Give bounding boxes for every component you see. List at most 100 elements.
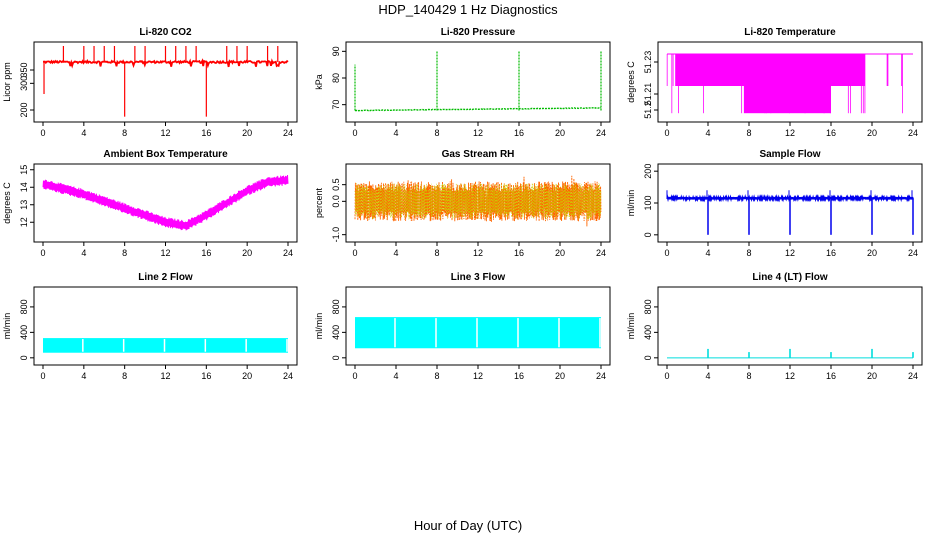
x-tick-label: 24 bbox=[283, 128, 293, 138]
y-tick-label: 0 bbox=[331, 355, 341, 360]
y-tick-label: 13 bbox=[19, 200, 29, 210]
x-tick-label: 4 bbox=[81, 248, 86, 258]
y-tick-label: 400 bbox=[331, 325, 341, 340]
x-tick-label: 0 bbox=[664, 371, 669, 381]
panel-5: Sample Flow ml/min 0 4 8 12 16 20 24 0 100 200 bbox=[626, 149, 923, 258]
y-tick-label: 0 bbox=[643, 355, 653, 360]
plot-frame bbox=[33, 163, 298, 243]
x-tick-label: 12 bbox=[785, 371, 795, 381]
y-tick-label: 0.0 bbox=[331, 195, 341, 208]
series-band bbox=[743, 86, 831, 114]
plot-frame bbox=[33, 286, 298, 366]
figure-title: HDP_140429 1 Hz Diagnostics bbox=[378, 2, 558, 17]
series-band bbox=[675, 54, 865, 86]
x-tick-label: 16 bbox=[826, 128, 836, 138]
x-tick-label: 20 bbox=[242, 248, 252, 258]
x-tick-label: 0 bbox=[352, 248, 357, 258]
x-tick-label: 12 bbox=[473, 248, 483, 258]
x-tick-label: 12 bbox=[473, 128, 483, 138]
x-tick-label: 0 bbox=[40, 371, 45, 381]
x-tick-label: 8 bbox=[746, 128, 751, 138]
panel-title: Ambient Box Temperature bbox=[103, 149, 228, 160]
series-line bbox=[354, 175, 602, 227]
series-band bbox=[43, 338, 288, 353]
x-tick-label: 20 bbox=[555, 128, 565, 138]
x-tick-label: 20 bbox=[242, 371, 252, 381]
x-tick-label: 0 bbox=[352, 371, 357, 381]
y-tick-label: 400 bbox=[19, 325, 29, 340]
x-tick-label: 12 bbox=[160, 128, 170, 138]
y-axis-label: ml/min bbox=[626, 190, 636, 217]
y-tick-label: 90 bbox=[331, 46, 341, 56]
panel-6: Line 2 Flow ml/min 0 4 8 12 16 20 24 0 400 800 bbox=[2, 272, 298, 381]
x-tick-label: 20 bbox=[867, 371, 877, 381]
x-tick-label: 16 bbox=[201, 248, 211, 258]
panel-1: Li-820 Pressure kPa 0 4 8 12 16 20 24 70 80 90 bbox=[314, 27, 611, 138]
panel-title: Line 4 (LT) Flow bbox=[752, 272, 828, 283]
x-tick-label: 8 bbox=[746, 371, 751, 381]
y-tick-label: 300 bbox=[19, 76, 29, 91]
x-tick-label: 4 bbox=[705, 128, 710, 138]
y-axis-label: kPa bbox=[314, 74, 324, 90]
y-tick-label: 100 bbox=[643, 195, 653, 210]
y-tick-label: 70 bbox=[331, 100, 341, 110]
panel-2: Li-820 Temperature degrees C 0 4 8 12 16 20 24 51… bbox=[626, 27, 923, 138]
x-tick-label: 4 bbox=[81, 371, 86, 381]
x-tick-label: 16 bbox=[826, 371, 836, 381]
series-line bbox=[355, 107, 602, 112]
y-tick-label: 800 bbox=[331, 299, 341, 314]
x-tick-label: 16 bbox=[201, 128, 211, 138]
y-axis-label: Licor ppm bbox=[2, 62, 12, 102]
x-tick-label: 20 bbox=[555, 371, 565, 381]
x-tick-label: 12 bbox=[473, 371, 483, 381]
panel-title: Line 2 Flow bbox=[138, 272, 193, 283]
x-tick-label: 24 bbox=[908, 248, 918, 258]
x-tick-label: 24 bbox=[908, 371, 918, 381]
x-tick-label: 8 bbox=[434, 371, 439, 381]
series-line bbox=[42, 174, 289, 231]
panel-title: Gas Stream RH bbox=[442, 149, 515, 160]
x-tick-label: 12 bbox=[785, 128, 795, 138]
x-tick-label: 24 bbox=[283, 371, 293, 381]
x-tick-label: 8 bbox=[434, 128, 439, 138]
x-tick-label: 8 bbox=[122, 248, 127, 258]
x-tick-label: 16 bbox=[514, 371, 524, 381]
y-tick-label: 51.21 bbox=[643, 83, 653, 106]
y-axis-label: ml/min bbox=[2, 313, 12, 340]
x-tick-label: 0 bbox=[352, 128, 357, 138]
x-tick-label: 20 bbox=[242, 128, 252, 138]
x-tick-label: 24 bbox=[283, 248, 293, 258]
x-tick-label: 24 bbox=[596, 371, 606, 381]
x-tick-label: 4 bbox=[393, 371, 398, 381]
y-tick-label: 12 bbox=[19, 217, 29, 227]
y-tick-label: 14 bbox=[19, 182, 29, 192]
y-axis-label: ml/min bbox=[626, 313, 636, 340]
x-tick-label: 4 bbox=[393, 248, 398, 258]
y-tick-label: 400 bbox=[643, 325, 653, 340]
panel-4: Gas Stream RH percent 0 4 8 12 16 20 24 -1.0 0.0 0.… bbox=[314, 149, 611, 258]
x-tick-label: 24 bbox=[908, 128, 918, 138]
y-axis-label: degrees C bbox=[2, 182, 12, 224]
panel-title: Li-820 Pressure bbox=[441, 27, 516, 38]
y-tick-label: 800 bbox=[643, 299, 653, 314]
y-tick-label: 80 bbox=[331, 73, 341, 83]
x-tick-label: 24 bbox=[596, 248, 606, 258]
y-tick-label: 350 bbox=[19, 62, 29, 77]
y-axis-label: percent bbox=[314, 187, 324, 218]
x-tick-label: 16 bbox=[514, 248, 524, 258]
y-axis-label: ml/min bbox=[314, 313, 324, 340]
y-tick-label: 0.5 bbox=[331, 178, 341, 191]
x-tick-label: 20 bbox=[867, 248, 877, 258]
x-tick-label: 8 bbox=[122, 128, 127, 138]
y-tick-label: -1.0 bbox=[331, 227, 341, 243]
series-line-secondary bbox=[354, 182, 602, 220]
x-tick-label: 0 bbox=[40, 248, 45, 258]
series-band bbox=[355, 317, 601, 349]
panel-7: Line 3 Flow ml/min 0 4 8 12 16 20 24 0 400 800 bbox=[314, 272, 611, 381]
x-tick-label: 4 bbox=[705, 248, 710, 258]
y-axis-label: degrees C bbox=[626, 61, 636, 103]
y-tick-label: 0 bbox=[643, 232, 653, 237]
x-tick-label: 16 bbox=[201, 371, 211, 381]
panel-title: Line 3 Flow bbox=[451, 272, 506, 283]
